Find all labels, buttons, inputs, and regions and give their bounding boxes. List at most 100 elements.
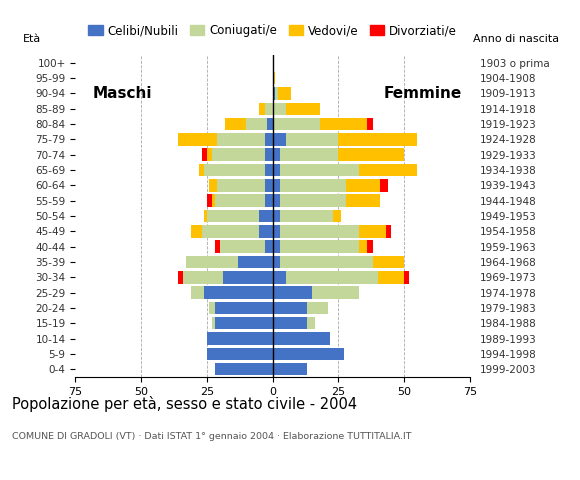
- Bar: [372, 256, 404, 268]
- Bar: [273, 103, 286, 115]
- Bar: [207, 348, 273, 360]
- Bar: [273, 225, 281, 238]
- Bar: [276, 87, 278, 100]
- Bar: [209, 301, 215, 314]
- Bar: [346, 194, 380, 207]
- Bar: [259, 225, 273, 238]
- Bar: [207, 332, 273, 345]
- Bar: [278, 87, 291, 100]
- Bar: [223, 271, 273, 284]
- Bar: [346, 179, 380, 192]
- Bar: [204, 210, 207, 222]
- Bar: [281, 148, 338, 161]
- Text: Maschi: Maschi: [93, 86, 153, 101]
- Bar: [207, 194, 212, 207]
- Bar: [281, 194, 346, 207]
- Bar: [202, 225, 259, 238]
- Bar: [199, 164, 204, 176]
- Bar: [273, 179, 281, 192]
- Bar: [178, 133, 218, 146]
- Bar: [207, 148, 212, 161]
- Bar: [367, 118, 372, 131]
- Bar: [264, 240, 273, 253]
- Bar: [191, 225, 202, 238]
- Bar: [273, 133, 286, 146]
- Bar: [238, 256, 273, 268]
- Bar: [333, 210, 341, 222]
- Bar: [207, 210, 259, 222]
- Bar: [273, 72, 275, 84]
- Bar: [264, 164, 273, 176]
- Bar: [212, 317, 215, 329]
- Bar: [378, 271, 404, 284]
- Bar: [264, 103, 273, 115]
- Bar: [202, 148, 207, 161]
- Bar: [215, 240, 220, 253]
- Bar: [380, 179, 388, 192]
- Bar: [186, 256, 238, 268]
- Bar: [281, 225, 360, 238]
- Bar: [360, 240, 367, 253]
- Bar: [273, 164, 281, 176]
- Bar: [312, 286, 360, 299]
- Bar: [273, 256, 281, 268]
- Text: Femmine: Femmine: [383, 86, 462, 101]
- Bar: [404, 271, 409, 284]
- Bar: [273, 301, 307, 314]
- Bar: [204, 286, 273, 299]
- Legend: Celibi/Nubili, Coniugati/e, Vedovi/e, Divorziati/e: Celibi/Nubili, Coniugati/e, Vedovi/e, Di…: [84, 19, 462, 42]
- Text: Anno di nascita: Anno di nascita: [473, 34, 559, 44]
- Bar: [360, 225, 386, 238]
- Bar: [273, 271, 286, 284]
- Bar: [259, 210, 273, 222]
- Bar: [273, 348, 343, 360]
- Bar: [212, 148, 264, 161]
- Bar: [273, 118, 320, 131]
- Bar: [273, 286, 312, 299]
- Bar: [264, 133, 273, 146]
- Bar: [286, 103, 320, 115]
- Bar: [273, 332, 331, 345]
- Bar: [307, 317, 315, 329]
- Bar: [204, 164, 264, 176]
- Bar: [264, 194, 273, 207]
- Text: COMUNE DI GRADOLI (VT) · Dati ISTAT 1° gennaio 2004 · Elaborazione TUTTITALIA.IT: COMUNE DI GRADOLI (VT) · Dati ISTAT 1° g…: [12, 432, 411, 441]
- Bar: [273, 317, 307, 329]
- Bar: [215, 363, 273, 375]
- Bar: [281, 164, 360, 176]
- Bar: [273, 148, 281, 161]
- Bar: [281, 256, 372, 268]
- Bar: [191, 286, 204, 299]
- Bar: [367, 240, 372, 253]
- Bar: [286, 271, 378, 284]
- Bar: [273, 87, 275, 100]
- Bar: [183, 271, 223, 284]
- Bar: [386, 225, 391, 238]
- Bar: [218, 133, 264, 146]
- Text: Età: Età: [23, 34, 41, 44]
- Bar: [273, 363, 307, 375]
- Bar: [264, 179, 273, 192]
- Bar: [225, 118, 246, 131]
- Bar: [246, 118, 267, 131]
- Bar: [212, 194, 215, 207]
- Bar: [218, 179, 264, 192]
- Bar: [220, 240, 264, 253]
- Bar: [215, 301, 273, 314]
- Bar: [281, 179, 346, 192]
- Bar: [281, 240, 360, 253]
- Bar: [273, 210, 281, 222]
- Bar: [215, 194, 264, 207]
- Bar: [273, 194, 281, 207]
- Text: Popolazione per età, sesso e stato civile - 2004: Popolazione per età, sesso e stato civil…: [12, 396, 357, 412]
- Bar: [360, 164, 417, 176]
- Bar: [281, 210, 333, 222]
- Bar: [215, 317, 273, 329]
- Bar: [264, 148, 273, 161]
- Bar: [259, 103, 264, 115]
- Bar: [178, 271, 183, 284]
- Bar: [267, 118, 273, 131]
- Bar: [320, 118, 367, 131]
- Bar: [286, 133, 338, 146]
- Bar: [338, 148, 404, 161]
